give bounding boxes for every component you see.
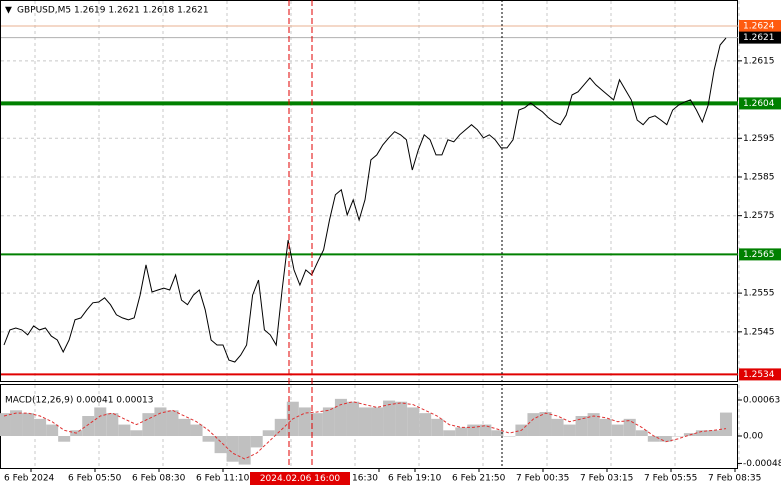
macd-bar bbox=[491, 430, 504, 436]
macd-bar bbox=[647, 436, 660, 442]
macd-bar bbox=[527, 413, 540, 436]
level-label-bg bbox=[739, 31, 781, 44]
macd-bar bbox=[274, 418, 287, 436]
macd-bar bbox=[142, 413, 155, 436]
x-tick-label: 6 Feb 21:50 bbox=[452, 474, 506, 484]
signal-line bbox=[3, 401, 727, 460]
x-tick-label: 7 Feb 08:35 bbox=[708, 474, 761, 484]
macd-bar bbox=[563, 424, 576, 436]
macd-bar bbox=[695, 430, 708, 436]
y-tick-label: -0.00048 bbox=[743, 459, 781, 469]
macd-bar bbox=[539, 412, 552, 436]
triangle-icon: ▼ bbox=[5, 6, 12, 16]
macd-bar bbox=[395, 401, 408, 436]
macd-bar bbox=[322, 407, 335, 436]
macd-bar bbox=[178, 418, 191, 436]
macd-bar bbox=[346, 401, 359, 436]
macd-bar bbox=[238, 436, 251, 465]
chart-title: GBPUSD,M5 1.2619 1.2621 1.2618 1.2621 bbox=[17, 6, 209, 16]
y-tick-label: 1.2545 bbox=[743, 327, 775, 337]
x-tick-label: 6 Feb 19:10 bbox=[388, 474, 442, 484]
macd-bar bbox=[551, 418, 564, 436]
macd-bar bbox=[82, 416, 95, 436]
y-tick-label: 1.2595 bbox=[743, 134, 775, 144]
y-tick-label: 1.2585 bbox=[743, 172, 775, 182]
macd-bar bbox=[455, 427, 468, 436]
x-tick-label: 6 Feb 11:10 bbox=[196, 474, 250, 484]
level-label-bg bbox=[739, 20, 781, 33]
level-label-bg bbox=[739, 248, 781, 261]
macd-title: MACD(12,26,9) 0.00041 0.00013 bbox=[5, 396, 154, 406]
macd-bar bbox=[94, 407, 107, 436]
macd-bar bbox=[154, 407, 167, 436]
macd-bar bbox=[407, 407, 420, 436]
macd-bar bbox=[262, 430, 275, 436]
y-tick-label: 1.2615 bbox=[743, 56, 775, 66]
y-tick-label: 1.2555 bbox=[743, 289, 775, 299]
level-label: 1.2604 bbox=[743, 99, 775, 109]
x-tick-label: 7 Feb 03:15 bbox=[580, 474, 633, 484]
macd-bar bbox=[623, 418, 636, 436]
x-tick-label: 7 Feb 00:35 bbox=[516, 474, 569, 484]
price-line bbox=[3, 37, 727, 363]
macd-bar bbox=[58, 436, 71, 442]
level-label: 1.2624 bbox=[743, 22, 775, 32]
macd-bar bbox=[10, 410, 23, 436]
y-tick-label: 1.2575 bbox=[743, 211, 775, 221]
macd-bar bbox=[118, 424, 131, 436]
macd-bar bbox=[250, 436, 263, 448]
macd-bar bbox=[226, 436, 239, 462]
macd-bar bbox=[106, 413, 119, 436]
macd-bar bbox=[467, 424, 480, 436]
macd-bar bbox=[611, 424, 624, 436]
x-tick-label: 6 Feb 08:30 bbox=[132, 474, 186, 484]
level-label: 1.2534 bbox=[743, 370, 775, 380]
macd-bar bbox=[46, 424, 59, 436]
macd-bar bbox=[34, 418, 47, 436]
crosshair-label: 2024.02.06 16:00 bbox=[260, 474, 341, 484]
macd-bar bbox=[358, 407, 372, 436]
macd-bar bbox=[371, 407, 384, 436]
crosshair-label-bg bbox=[250, 472, 350, 485]
macd-bar bbox=[707, 430, 720, 436]
y-tick-label: 0.00063 bbox=[743, 396, 780, 406]
macd-bar bbox=[659, 436, 672, 442]
plot-layer bbox=[0, 1, 740, 468]
level-label: 1.2565 bbox=[743, 250, 775, 260]
macd-bar bbox=[635, 430, 648, 436]
level-label-bg bbox=[739, 97, 781, 110]
macd-bar bbox=[479, 424, 492, 436]
macd-bar bbox=[671, 436, 684, 437]
macd-bar bbox=[599, 418, 612, 436]
macd-bar bbox=[575, 416, 588, 436]
macd-bar bbox=[419, 413, 432, 436]
level-label-bg bbox=[739, 368, 781, 381]
macd-bar bbox=[503, 436, 516, 437]
x-tick-label: 6 Feb 2024 bbox=[4, 474, 55, 484]
macd-bar bbox=[443, 430, 456, 436]
y-tick-label: 0.00 bbox=[743, 432, 763, 442]
x-tick-label: 6 Feb 05:50 bbox=[68, 474, 122, 484]
macd-bar bbox=[310, 413, 323, 436]
macd-bar bbox=[719, 412, 733, 436]
x-tick-label: 16:30 bbox=[352, 474, 378, 484]
macd-bar bbox=[190, 424, 203, 436]
macd-bar bbox=[166, 410, 179, 436]
macd-bar bbox=[0, 413, 11, 436]
macd-bar bbox=[383, 400, 396, 436]
macd-bar bbox=[214, 436, 227, 454]
macd-bar bbox=[334, 398, 347, 436]
x-tick-label: 7 Feb 05:55 bbox=[644, 474, 697, 484]
level-label: 1.2621 bbox=[743, 33, 775, 43]
macd-bar bbox=[431, 418, 444, 436]
macd-bar bbox=[587, 413, 600, 436]
macd-bar bbox=[130, 430, 143, 436]
macd-bar bbox=[298, 407, 311, 436]
macd-bar bbox=[202, 436, 215, 442]
macd-bar bbox=[22, 413, 35, 436]
main-frame bbox=[0, 0, 738, 382]
